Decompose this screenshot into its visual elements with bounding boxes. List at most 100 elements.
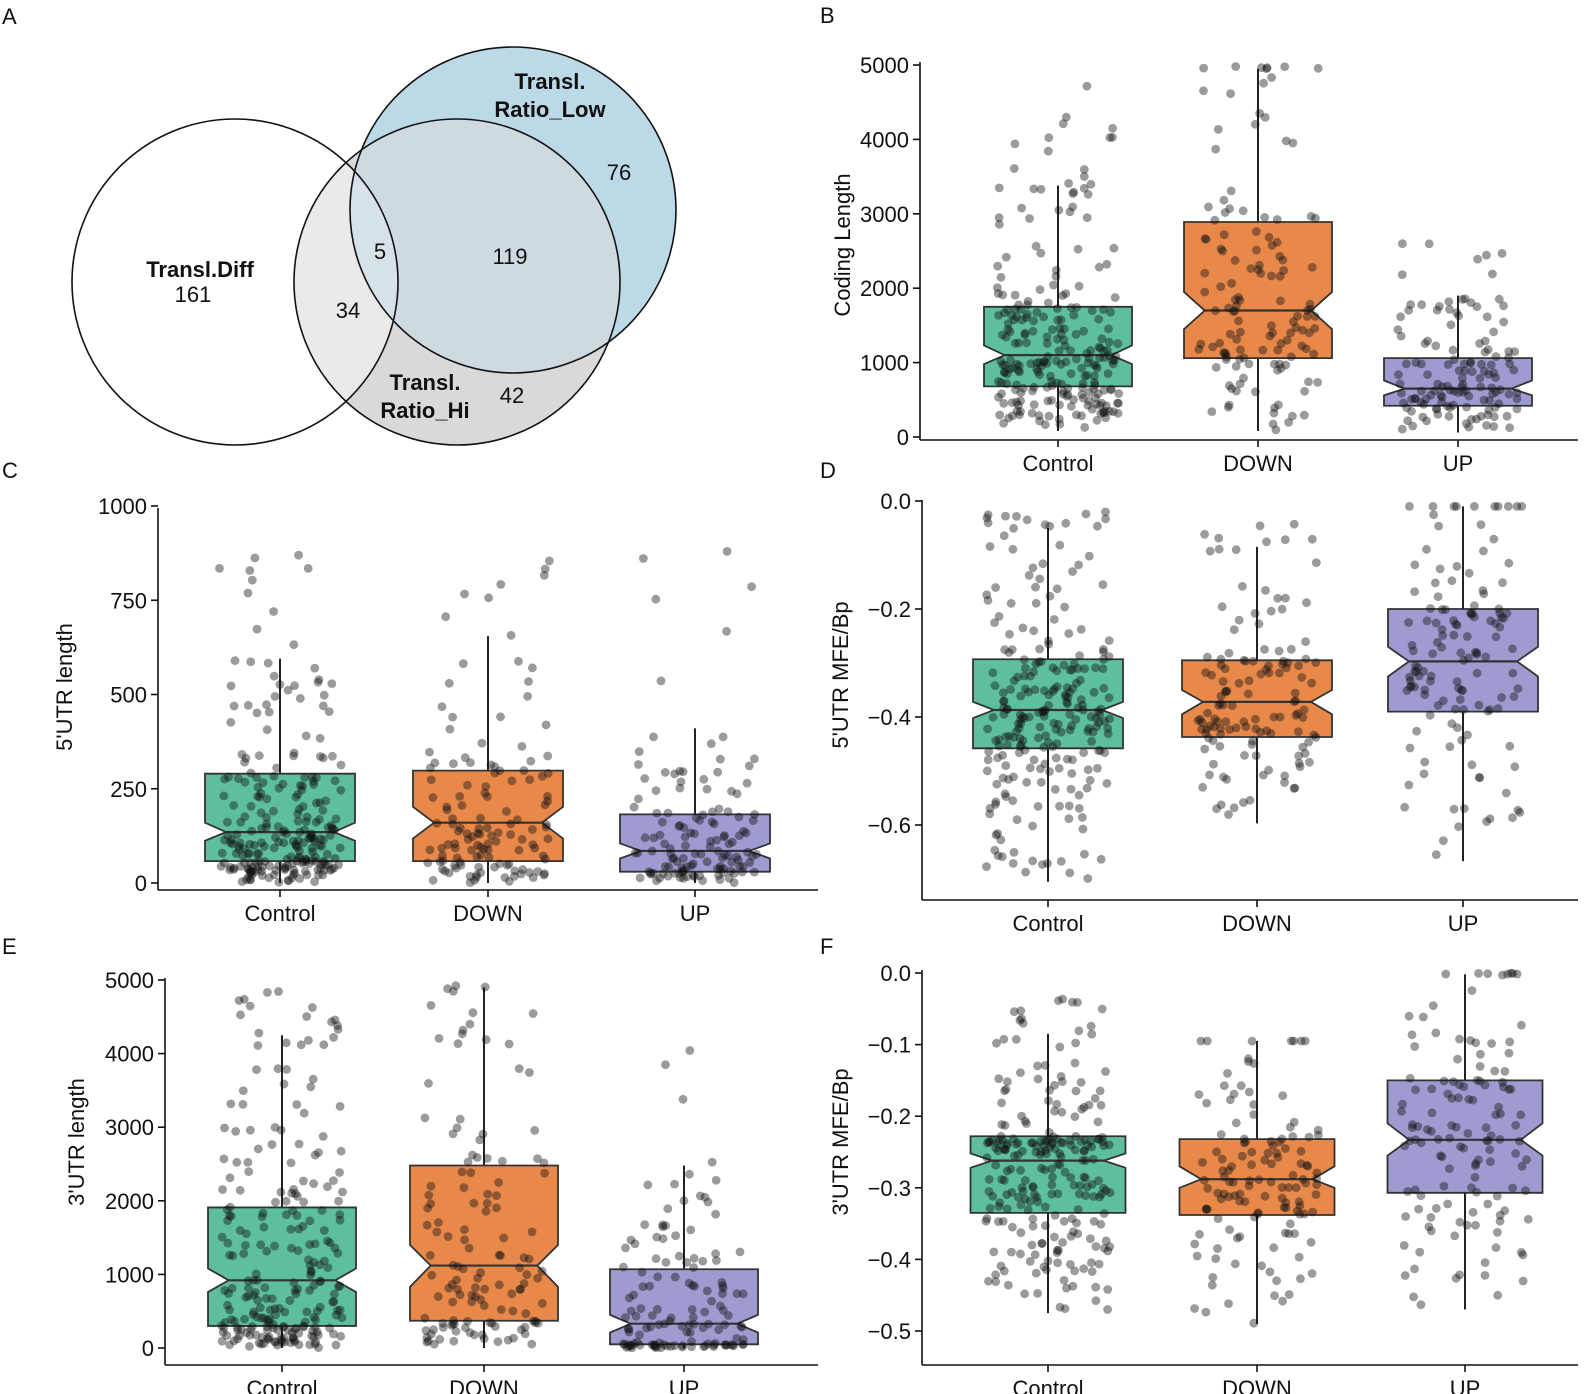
data-point [1505,741,1515,751]
data-point [528,1316,538,1326]
data-point [228,1251,238,1261]
data-point [1079,1264,1089,1273]
x-tick-label: UP [680,901,711,926]
data-point [483,1189,493,1199]
data-point [982,1153,992,1163]
data-point [280,1307,290,1317]
box-control [207,1206,357,1327]
data-point [718,1289,727,1299]
data-point [1087,404,1097,414]
data-point [246,867,256,877]
data-point [1294,1252,1304,1262]
data-point [279,838,289,848]
data-point [1426,676,1435,686]
data-point [1056,727,1066,737]
data-point [447,1280,457,1289]
data-point [1068,189,1078,198]
data-point [520,1329,530,1339]
data-point [690,1281,699,1291]
data-point [447,1321,456,1330]
data-point [1463,730,1472,740]
data-point [1466,1036,1475,1045]
data-point [1215,741,1225,751]
data-point [544,556,554,566]
data-point [1095,353,1105,363]
data-point [1104,324,1113,334]
data-point [1015,367,1024,377]
data-point [1475,773,1484,782]
data-point [235,1185,245,1195]
data-point [985,542,995,551]
data-point [294,1340,304,1350]
data-point [1488,389,1498,399]
data-point [1213,1214,1223,1223]
data-point [737,867,747,877]
data-point [438,851,447,861]
data-point [300,1317,310,1327]
data-point [1102,779,1112,788]
data-point [483,839,493,848]
data-point [502,807,511,816]
data-point [499,1233,509,1243]
data-point [1081,509,1091,519]
data-point [1082,213,1092,223]
data-point [990,618,999,628]
data-point [307,772,317,782]
data-point [1225,1095,1235,1105]
data-point [1200,287,1210,297]
data-point [1245,1176,1254,1186]
data-point [253,1144,263,1154]
data-point [1497,693,1506,702]
data-point [1065,207,1075,217]
data-point [316,860,326,869]
data-point [1015,734,1025,743]
data-point [994,1202,1004,1211]
data-point [1009,164,1019,173]
data-point [1091,1242,1101,1251]
data-point [621,1313,630,1322]
data-point [1490,1066,1500,1076]
data-point [1098,407,1108,417]
data-point [1426,1226,1436,1236]
data-point [1083,189,1093,199]
data-point [1071,715,1081,724]
data-point [262,700,271,709]
data-point [1078,705,1088,715]
data-point [623,1340,633,1350]
box-up [1383,357,1533,407]
data-point [483,845,493,855]
data-point [1052,334,1062,344]
box-down [412,769,564,863]
data-point [244,849,254,858]
data-point [244,1167,254,1176]
data-point [1066,1173,1076,1182]
data-point [1069,659,1079,669]
data-point [983,510,993,520]
data-point [1243,689,1253,699]
data-point [329,1289,339,1299]
data-point [1441,969,1451,979]
data-point [253,1041,263,1050]
data-point [1078,700,1087,710]
data-point [1099,346,1109,356]
data-point [246,768,256,778]
data-point [1265,331,1275,341]
data-point [1109,243,1119,253]
data-point [1451,619,1461,629]
data-point [292,856,302,866]
data-point [1268,1141,1278,1151]
data-point [1280,771,1290,781]
data-point [706,837,715,846]
data-point [1426,1213,1436,1222]
data-point [1049,615,1059,624]
data-point [1060,1304,1070,1314]
data-point [243,1291,253,1301]
data-point [486,760,496,770]
data-point [735,831,744,840]
data-point [1224,381,1234,391]
data-point [225,1211,234,1221]
data-point [1041,1145,1051,1155]
data-point [526,756,536,766]
data-point [279,1322,289,1331]
